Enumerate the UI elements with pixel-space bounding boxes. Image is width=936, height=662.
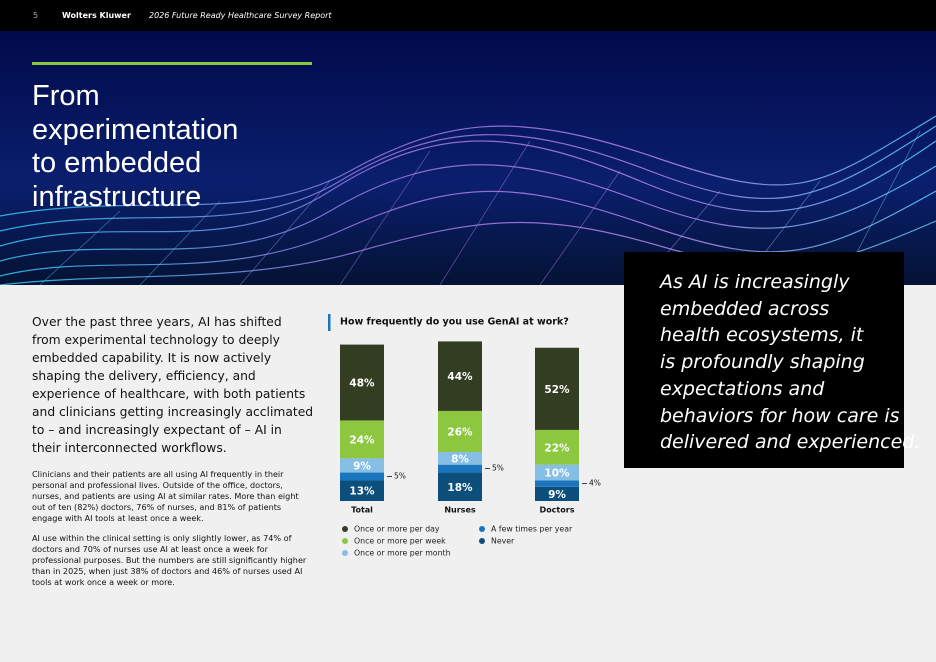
legend-swatch xyxy=(342,550,348,556)
bar-segment xyxy=(438,452,482,465)
bar-segment xyxy=(438,472,482,501)
legend-swatch xyxy=(479,526,485,532)
quote-line: As AI is increasingly xyxy=(660,271,850,293)
bar-segment xyxy=(535,464,579,481)
bar-segment xyxy=(535,486,579,501)
legend-swatch xyxy=(342,538,348,544)
body-paragraph: AI use within the clinical setting is on… xyxy=(32,533,307,587)
value-label: 9% xyxy=(548,489,566,501)
legend-label: Never xyxy=(491,537,515,546)
value-label: 24% xyxy=(349,434,375,446)
bar-segment xyxy=(535,480,579,487)
value-label: 5% xyxy=(394,472,406,481)
quote-line: expectations and xyxy=(660,377,825,400)
category-label: Total xyxy=(351,506,373,515)
bar-segment xyxy=(340,458,384,473)
value-label: 22% xyxy=(544,442,570,454)
quote: As AI is increasingly embedded across heal… xyxy=(624,252,921,456)
category-label: Doctors xyxy=(540,506,575,515)
value-label: 5% xyxy=(492,464,504,473)
legend-label: Once or more per month xyxy=(354,549,451,558)
bar-segment xyxy=(340,344,384,421)
value-label: 18% xyxy=(447,482,473,494)
report-name: 2026 Future Ready Healthcare Survey Repo… xyxy=(149,11,332,20)
quote-box: As AI is increasingly embedded across heal… xyxy=(624,252,921,468)
bar-segment xyxy=(340,420,384,459)
page-title: From experimentation to embedded infrastruc… xyxy=(32,80,238,214)
quote-line: behaviors for how care is xyxy=(660,404,900,427)
quote-line: health ecosystems, it xyxy=(660,324,864,347)
bar-segment xyxy=(438,464,482,473)
chart: How frequently do you use GenAI at work?… xyxy=(328,314,601,558)
value-label: 13% xyxy=(349,486,375,498)
legend-swatch xyxy=(479,538,485,544)
legend-label: A few times per year xyxy=(491,525,573,534)
page-number: 5 xyxy=(33,11,39,20)
title-line: infrastructure xyxy=(32,180,202,213)
value-label: 8% xyxy=(451,453,469,465)
title-line: From xyxy=(32,80,100,112)
bar-segment xyxy=(535,429,579,465)
value-label: 10% xyxy=(544,468,570,480)
legend-label: Once or more per day xyxy=(354,525,440,534)
bar-segment xyxy=(340,472,384,481)
category-label: Nurses xyxy=(444,506,476,515)
title-line: experimentation xyxy=(32,113,239,146)
quote-line: is profoundly shaping xyxy=(660,351,865,374)
hero-image xyxy=(0,31,936,285)
top-bar: 5 Wolters Kluwer 2026 Future Ready Healt… xyxy=(0,0,936,31)
bar-segment xyxy=(438,341,482,411)
title-accent xyxy=(328,314,331,331)
value-label: 44% xyxy=(447,371,473,383)
value-label: 4% xyxy=(589,479,601,488)
value-label: 48% xyxy=(349,378,375,390)
bar-segment xyxy=(340,480,384,501)
chart-title: How frequently do you use GenAI at work? xyxy=(340,317,569,328)
body-paragraph: Clinicians and their patients are all us… xyxy=(32,469,299,523)
value-label: 26% xyxy=(447,426,473,438)
intro-paragraph: Over the past three years, AI has shifte… xyxy=(32,315,314,455)
quote-line: embedded across xyxy=(660,297,830,320)
bar-segment xyxy=(438,410,482,453)
quote-line: delivered and experienced. xyxy=(660,431,921,454)
brand: Wolters Kluwer xyxy=(62,11,131,20)
value-label: 52% xyxy=(544,384,570,396)
legend-swatch xyxy=(342,526,348,532)
title-line: to embedded xyxy=(32,147,202,179)
legend-label: Once or more per week xyxy=(354,537,446,546)
bar-segment xyxy=(535,347,579,430)
value-label: 9% xyxy=(353,460,371,472)
